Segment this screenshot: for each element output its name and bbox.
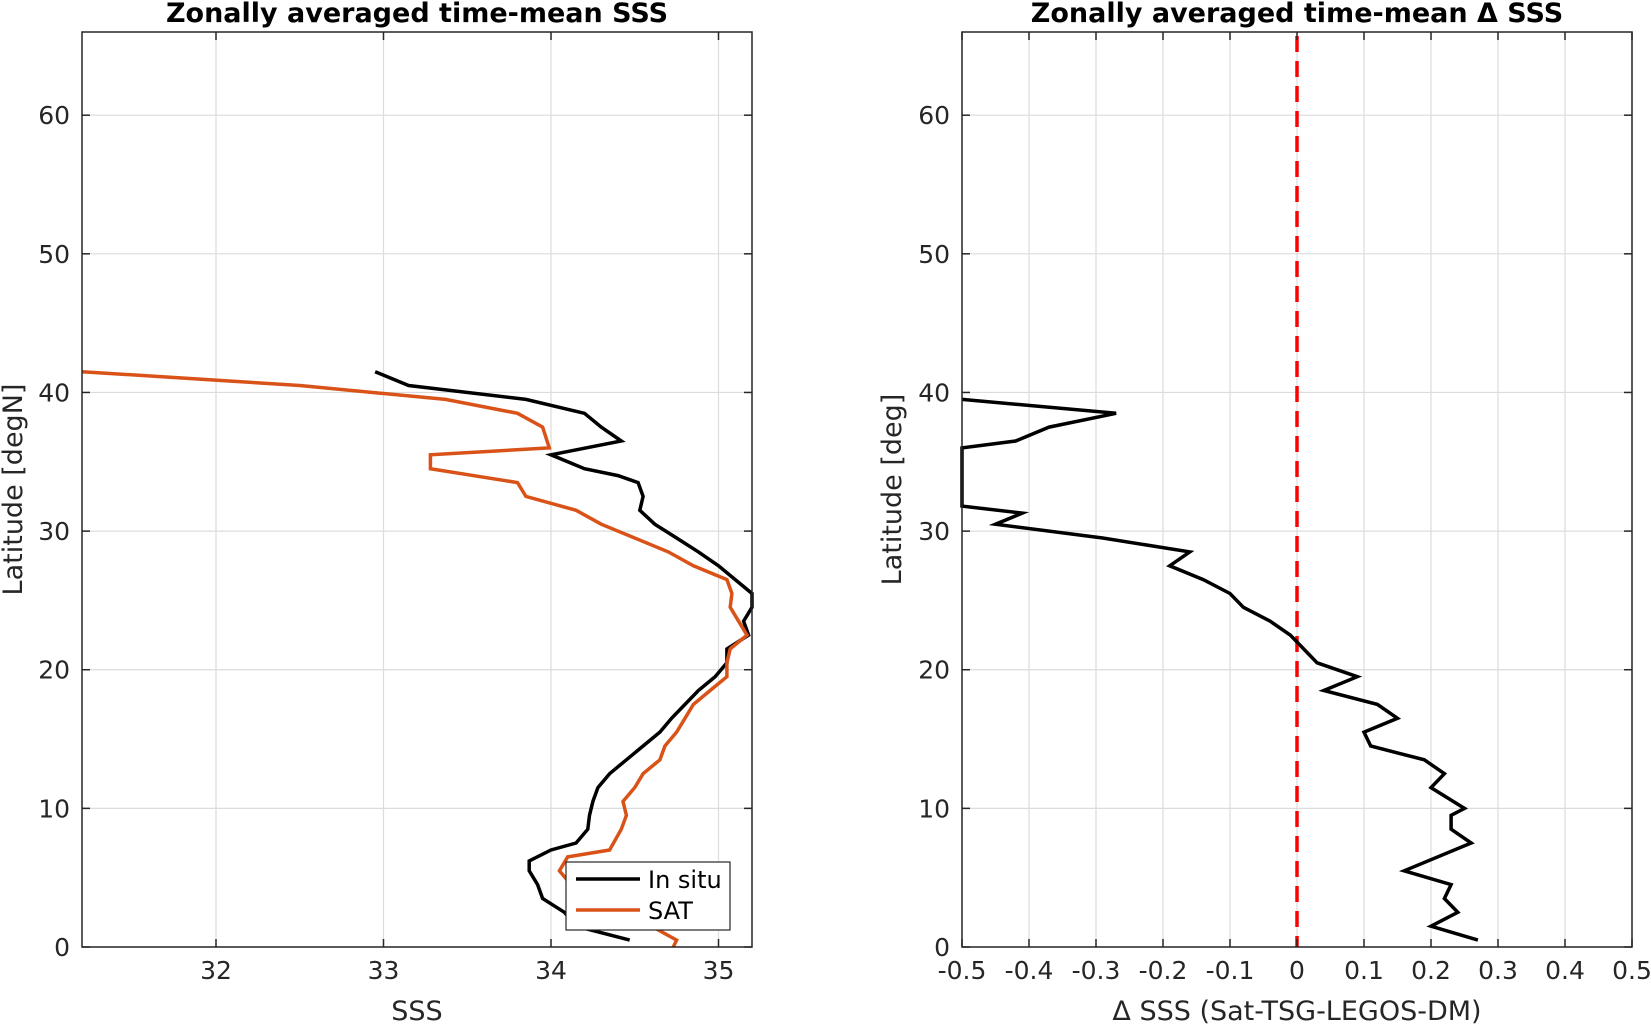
right-y-tick-label: 0 bbox=[934, 933, 950, 962]
right-x-tick-label: -0.2 bbox=[1139, 956, 1188, 985]
left-x-tick-label: 35 bbox=[703, 956, 735, 985]
left-x-tick-label: 33 bbox=[368, 956, 400, 985]
right-y-tick-label: 10 bbox=[918, 794, 950, 823]
right-x-tick-label: -0.1 bbox=[1206, 956, 1255, 985]
right-x-tick-label: 0.2 bbox=[1411, 956, 1451, 985]
left-series-line-in-situ bbox=[374, 370, 754, 942]
left-plot-area bbox=[82, 32, 752, 947]
left-tick-marks: 32 33 34 35 0 10 20 30 40 50 60 bbox=[38, 32, 752, 985]
right-x-axis-label: Δ SSS (Sat-TSG-LEGOS-DM) bbox=[1112, 996, 1481, 1025]
right-x-tick-label: 0 bbox=[1289, 956, 1305, 985]
legend-box bbox=[565, 861, 731, 931]
left-y-tick-label: 50 bbox=[38, 240, 70, 269]
legend-label-sat: SAT bbox=[648, 897, 693, 925]
right-x-tick-label: -0.5 bbox=[938, 956, 987, 985]
right-y-tick-label: 20 bbox=[918, 656, 950, 685]
left-y-tick-label: 60 bbox=[38, 101, 70, 130]
right-chart-title: Zonally averaged time-mean Δ SSS bbox=[1031, 0, 1563, 29]
left-chart-panel: 32 33 34 35 0 10 20 30 40 50 60 Zonally averaged t… bbox=[0, 0, 754, 1025]
left-chart-title: Zonally averaged time-mean SSS bbox=[166, 0, 668, 29]
left-axes-frame bbox=[81, 31, 753, 948]
left-x-axis-label: SSS bbox=[391, 996, 442, 1025]
right-x-tick-label: 0.5 bbox=[1612, 956, 1651, 985]
left-x-tick-label: 32 bbox=[200, 956, 232, 985]
left-y-axis-label: Latitude [degN] bbox=[0, 384, 29, 596]
left-y-tick-label: 40 bbox=[38, 378, 70, 407]
right-x-tick-label: -0.3 bbox=[1072, 956, 1121, 985]
right-x-tick-label: -0.4 bbox=[1005, 956, 1054, 985]
right-series-line-delta-sss bbox=[960, 397, 1479, 942]
right-y-axis-label: Latitude [deg] bbox=[877, 394, 908, 586]
left-y-tick-label: 10 bbox=[38, 794, 70, 823]
left-y-tick-label: 20 bbox=[38, 656, 70, 685]
left-x-tick-label: 34 bbox=[535, 956, 567, 985]
right-y-tick-label: 40 bbox=[918, 378, 950, 407]
right-x-tick-label: 0.4 bbox=[1545, 956, 1585, 985]
right-series-group bbox=[960, 36, 1479, 947]
right-y-tick-label: 60 bbox=[918, 101, 950, 130]
left-series-group bbox=[81, 369, 754, 948]
left-y-tick-label: 30 bbox=[38, 517, 70, 546]
right-x-tick-label: 0.3 bbox=[1478, 956, 1518, 985]
left-y-tick-label: 0 bbox=[54, 933, 70, 962]
left-series-line-sat bbox=[81, 369, 750, 948]
right-chart-panel: -0.5 -0.4 -0.3 -0.2 -0.1 0 0.1 0.2 0.3 0.4 0.5 0 10 2… bbox=[877, 0, 1651, 1025]
legend: In situ SAT bbox=[565, 861, 731, 931]
right-y-tick-label: 50 bbox=[918, 240, 950, 269]
right-tick-marks: -0.5 -0.4 -0.3 -0.2 -0.1 0 0.1 0.2 0.3 0.4 0.5 0 10 2… bbox=[918, 32, 1651, 985]
legend-label-in-situ: In situ bbox=[648, 866, 722, 894]
right-x-tick-label: 0.1 bbox=[1344, 956, 1384, 985]
right-y-tick-label: 30 bbox=[918, 517, 950, 546]
